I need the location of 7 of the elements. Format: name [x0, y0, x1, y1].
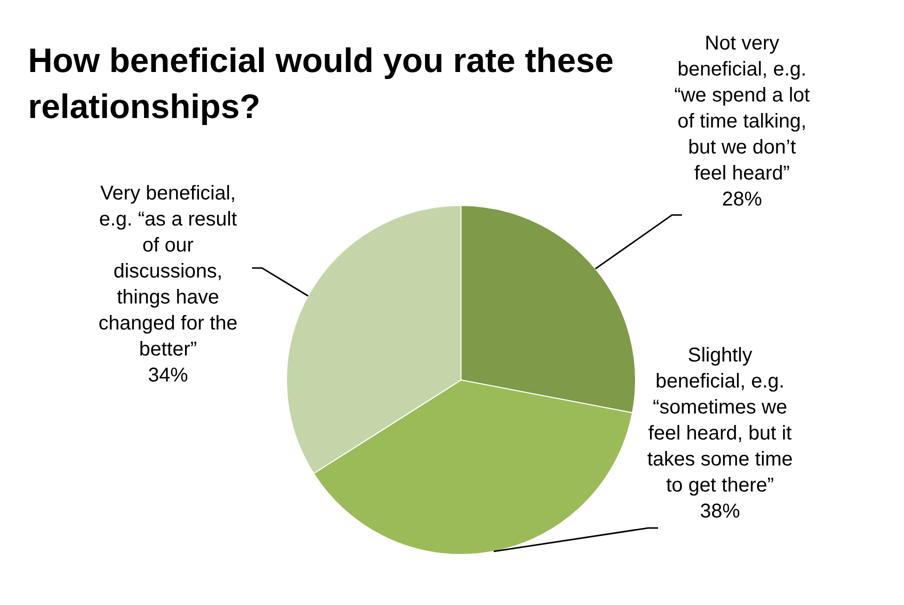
data-label: 28%	[722, 188, 762, 211]
slice-label: Slightly beneficial, e.g. “sometimes we feel heard, but it takes some time to get there”	[647, 344, 793, 497]
text: How beneficial would you rate these relationships?	[28, 41, 615, 128]
slice-label: Very beneficial, e.g. “as a result of our discussions, things have changed for the better”	[98, 182, 238, 361]
slice-label: Not very beneficial, e.g. “we spend a lot of time talking, but we don’t feel heard”	[674, 32, 810, 185]
data-label: 38%	[700, 500, 740, 523]
data-label: 34%	[148, 364, 188, 387]
